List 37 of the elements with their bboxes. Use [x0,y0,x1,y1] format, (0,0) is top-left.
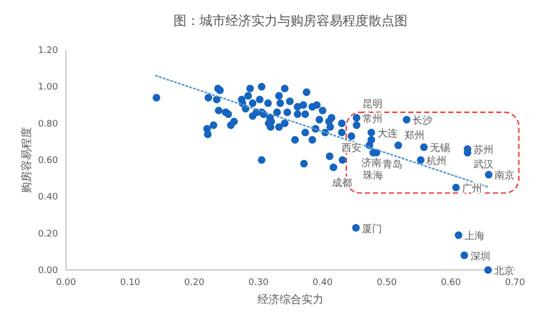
annotation: 无锡 [430,143,450,154]
annotation: 西安 [341,142,362,154]
annotation: 大连 [377,128,398,140]
y-tick-label: 0.00 [38,266,58,276]
x-tick-label: 0.20 [184,278,205,288]
annotation: 珠海 [363,170,384,182]
annotation: 上海 [464,230,485,242]
annotation: 北京 [494,265,514,277]
y-tick-label: 1.20 [38,46,58,56]
annotation: 济南 [361,156,382,169]
annotation: 南京 [494,170,515,182]
annotation: 厦门 [362,222,382,235]
annotation: 常州 [362,112,383,125]
y-axis-title: 购房容易程度 [20,127,33,193]
y-tick-label: 1.00 [38,82,58,93]
x-axis-title: 经济综合实力 [258,293,324,306]
annotation: 广州 [462,182,482,194]
annotation: 青岛 [382,158,402,171]
annotation: 深圳 [470,250,490,262]
y-tick-label: 0.60 [38,156,58,166]
annotation: 杭州 [426,155,447,167]
x-tick-label: 0.40 [312,278,333,288]
y-tick-label: 0.80 [38,119,58,130]
annotation: 郑州 [404,129,424,142]
chart-title: 图：城市经济实力与购房容易程度散点图 [174,13,408,29]
annotation: 武汉 [474,158,494,171]
annotation: 苏州 [474,144,494,156]
x-tick-label: 0.10 [120,278,140,288]
y-tick-label: 0.20 [38,229,58,240]
x-tick-label: 0.00 [56,278,76,288]
annotation: 昆明 [362,99,383,110]
x-tick-label: 0.60 [440,278,462,288]
x-tick-label: 0.50 [376,278,398,288]
y-tick-label: 0.40 [38,192,58,203]
x-tick-label: 0.70 [504,278,526,288]
x-tick-label: 0.30 [248,278,269,288]
annotation: 长沙 [412,114,433,127]
